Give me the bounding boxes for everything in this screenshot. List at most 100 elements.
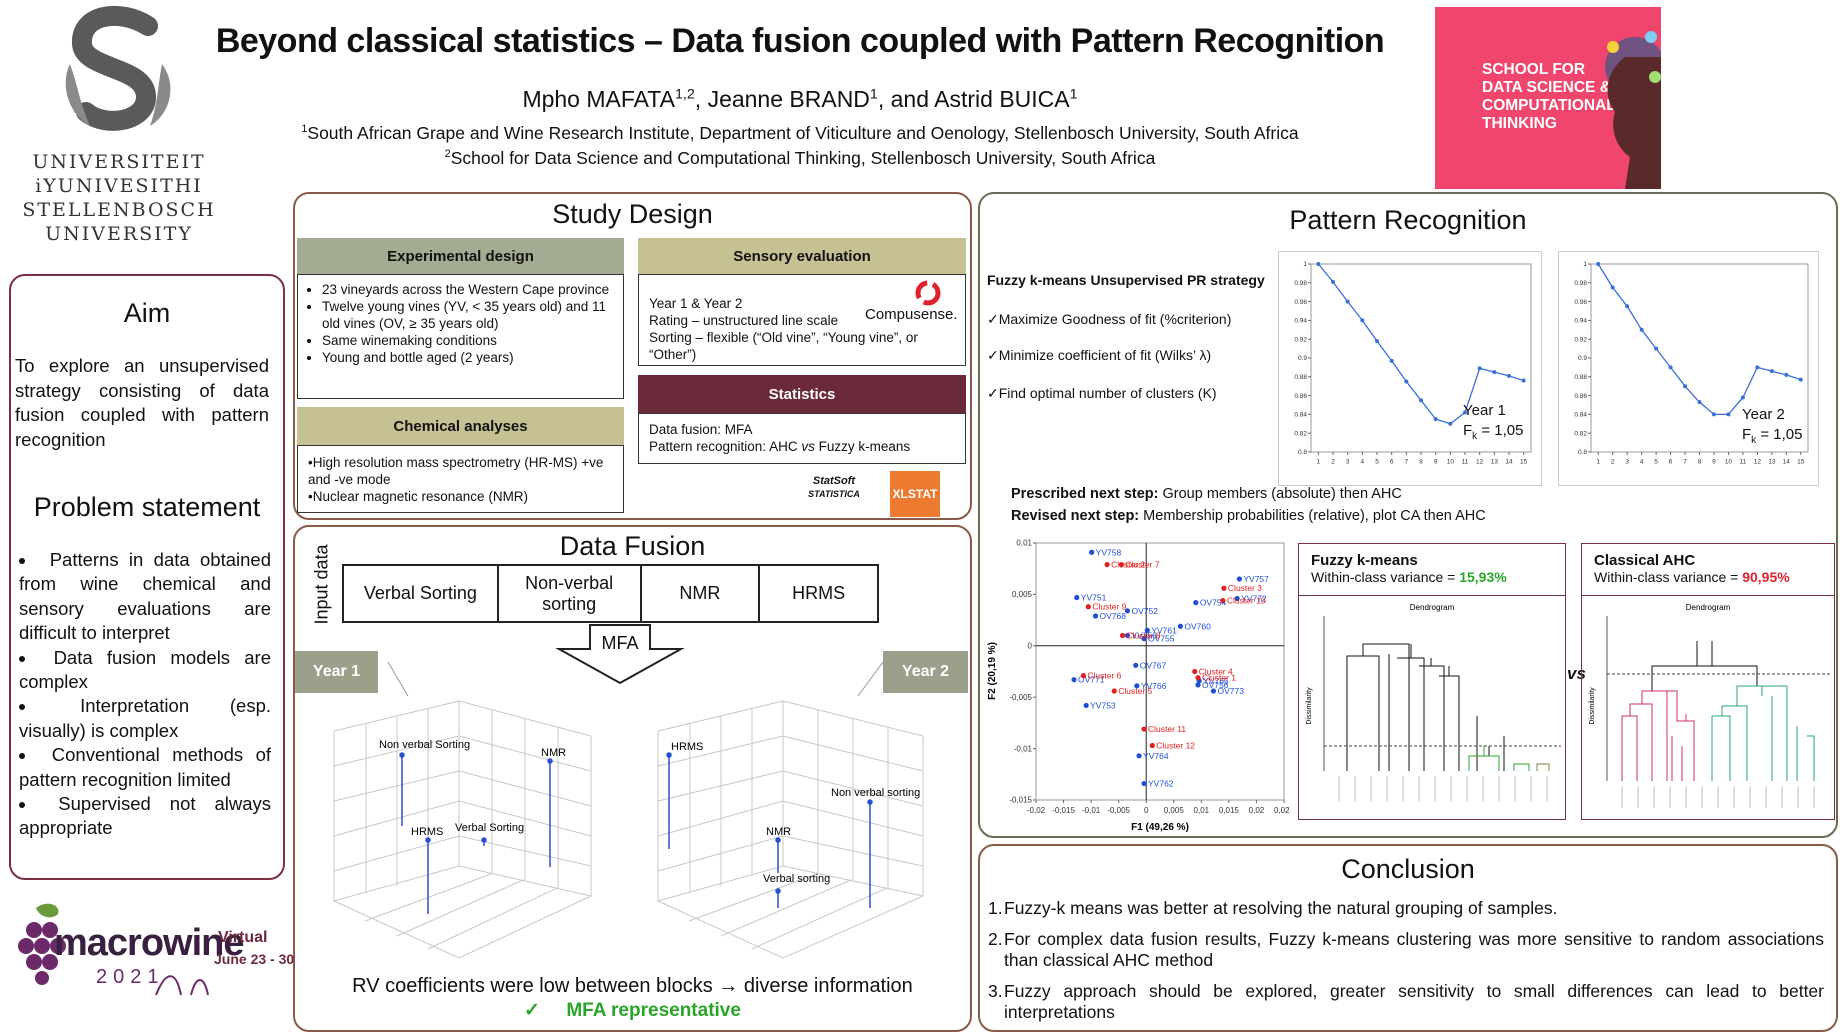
compusense-mark (915, 280, 941, 306)
compusense-icon (915, 280, 941, 306)
point-label: YV753 (1090, 700, 1116, 710)
data-point (1404, 379, 1409, 384)
input-block: Verbal Sorting (344, 566, 499, 621)
data-point (1755, 365, 1760, 370)
conclusion-text: Fuzzy approach should be explored, great… (1004, 981, 1824, 1022)
x-tick-label: 13 (1491, 459, 1499, 466)
point-label: YV758 (1096, 547, 1122, 557)
y-tick-label: 0.88 (1294, 374, 1307, 381)
conclusion-item: 3. Fuzzy approach should be explored, gre… (988, 981, 1824, 1023)
aim-title: Aim (123, 298, 171, 328)
statistics-line: Data fusion: MFA (649, 422, 753, 437)
point-label: OV768 (1100, 611, 1127, 621)
data-point (1111, 688, 1117, 694)
x-tick-label: -0,015 (1052, 806, 1075, 815)
problem-list: Patterns in data obtained from wine chem… (19, 548, 271, 841)
problem-item: Data fusion models are complex (19, 646, 271, 695)
point-label: OV756 (1202, 680, 1229, 690)
problem-item: Interpretation (esp. visually) is comple… (19, 694, 271, 743)
y-tick-label: 0.98 (1294, 280, 1307, 287)
conclusion-item: 2. For complex data fusion results, Fuzzy… (988, 929, 1824, 971)
x-tick-label: 12 (1754, 459, 1762, 466)
x-tick-label: 7 (1405, 459, 1409, 466)
y-tick-label: 0.8 (1298, 449, 1307, 456)
affiliation-sup: 2 (444, 148, 451, 161)
y-tick-label: 0.98 (1574, 280, 1587, 287)
x-tick-label: 0 (1144, 806, 1149, 815)
figure-silhouette (1607, 57, 1661, 189)
mfa-conclusion-text: MFA representative (566, 1000, 741, 1021)
point-label: Cluster 1 (1202, 673, 1236, 683)
spike-dot (775, 888, 781, 894)
statistics-header: Statistics (638, 375, 966, 413)
point-label: OV771 (1078, 675, 1105, 685)
data-point (1389, 358, 1394, 363)
x-tick-label: -0,02 (1027, 806, 1046, 815)
x-tick-label: 3 (1346, 459, 1350, 466)
fk-value: = 1,05 (1760, 426, 1803, 443)
fk: F (1742, 426, 1752, 443)
fuzzy-variance: Within-class variance = 15,93% (1311, 569, 1553, 585)
ahc-box: Classical AHC Within-class variance = 90… (1581, 543, 1835, 820)
university-line: STELLENBOSCH (22, 199, 216, 221)
data-fusion-title: Data Fusion (559, 531, 706, 561)
chemical-body: •High resolution mass spectrometry (HR-M… (297, 445, 624, 513)
point-label: OV754 (1200, 598, 1227, 608)
data-point (1769, 369, 1774, 374)
chemical-header: Chemical analyses (297, 407, 624, 445)
conclusion-text: Fuzzy-k means was better at resolving th… (1004, 898, 1558, 918)
dendrogram-y-label: Dissimilarity (1589, 687, 1596, 725)
data-point (1477, 366, 1482, 371)
problem-item: Supervised not always appropriate (19, 792, 271, 841)
y-tick-label: 0.9 (1298, 355, 1307, 362)
data-point (1192, 668, 1198, 675)
ahc-header: Classical AHC Within-class variance = 90… (1582, 544, 1834, 596)
next-step-label: Prescribed next step: (1011, 486, 1159, 502)
experimental-item: Twelve young vines (YV, < 35 years old) … (322, 298, 613, 332)
experimental-item: Same winemaking conditions (322, 332, 613, 349)
point-label: YV766 (1141, 681, 1167, 691)
x-tick-label: 14 (1505, 459, 1513, 466)
mfa-3d-plot: Non verbal Sorting NMR HRMS Verbal Sorti… (333, 700, 592, 959)
data-point (1124, 632, 1131, 639)
problem-item: Patterns in data obtained from wine chem… (19, 548, 271, 646)
x-tick-label: -0,01 (1082, 806, 1101, 815)
input-block: HRMS (792, 583, 846, 603)
conference-mode: Virtual (218, 929, 268, 946)
dendro-branches (1346, 643, 1505, 771)
data-point (1697, 400, 1702, 405)
mfa-label: NMR (541, 747, 566, 759)
data-point (1345, 299, 1350, 304)
conclusion-num: 3. (988, 981, 1003, 1001)
x-tick-label: 3 (1625, 459, 1629, 466)
problem-title: Problem statement (33, 492, 261, 522)
x-tick-label: 5 (1375, 459, 1379, 466)
sensory-line: Year 1 & Year 2 (649, 296, 743, 311)
sensory-header: Sensory evaluation (638, 238, 966, 274)
university-line: UNIVERSITY (45, 223, 193, 245)
point-label: YV762 (1148, 779, 1174, 789)
dendro-branches (1468, 746, 1530, 771)
x-tick-label: 6 (1669, 459, 1673, 466)
connector (387, 661, 409, 697)
x-tick-label: 1 (1596, 459, 1600, 466)
school-line: DATA SCIENCE & (1482, 79, 1611, 96)
school-banner: SCHOOL FOR DATA SCIENCE & COMPUTATIONAL … (1435, 7, 1661, 189)
figure-icon (1607, 41, 1619, 53)
fk: F (1463, 422, 1473, 439)
check-mark: ✓ (524, 1000, 540, 1021)
mfa-label: HRMS (671, 741, 703, 753)
mfa-label: Verbal sorting (763, 873, 830, 885)
point-label: Cluster 4 (1199, 667, 1233, 677)
y-tick-label: 0.92 (1294, 336, 1307, 343)
y-tick-label: 0.92 (1574, 336, 1587, 343)
data-point (1104, 561, 1110, 568)
fuzzy-title: Fuzzy k-means (1311, 552, 1418, 569)
statsoft-logo: StatSoft STATISTICA (798, 475, 870, 501)
data-point (1236, 576, 1242, 582)
next-step-text: Membership probabilities (relative), plo… (1143, 508, 1486, 524)
xlstat-logo: XLSTAT (890, 471, 940, 517)
x-axis-title: F1 (49,26 %) (1131, 822, 1189, 833)
school-line: SCHOOL FOR (1482, 61, 1586, 78)
